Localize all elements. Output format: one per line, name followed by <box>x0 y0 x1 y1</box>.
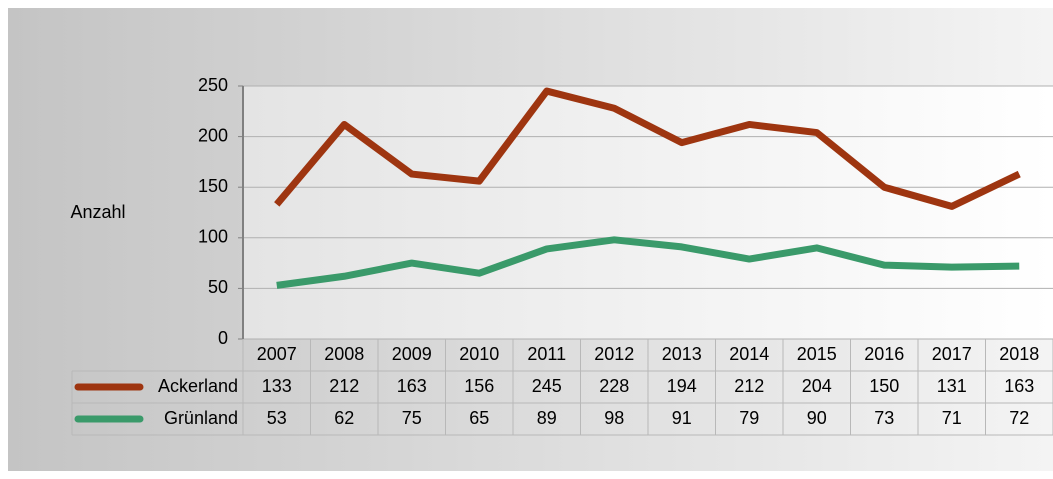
table-value: 91 <box>672 408 692 428</box>
table-value: 194 <box>667 376 697 396</box>
x-tick-label: 2013 <box>662 344 702 364</box>
legend-label: Ackerland <box>158 376 238 396</box>
table-value: 73 <box>874 408 894 428</box>
x-tick-label: 2017 <box>932 344 972 364</box>
table-value: 156 <box>464 376 494 396</box>
table-value: 163 <box>1004 376 1034 396</box>
x-tick-label: 2014 <box>729 344 769 364</box>
y-tick-label: 50 <box>208 277 228 297</box>
x-tick-label: 2011 <box>527 344 566 364</box>
x-tick-label: 2012 <box>594 344 634 364</box>
table-value: 71 <box>942 408 962 428</box>
table-value: 90 <box>807 408 827 428</box>
y-tick-label: 250 <box>198 75 228 95</box>
y-tick-label: 0 <box>218 328 228 348</box>
table-value: 150 <box>869 376 899 396</box>
x-tick-label: 2016 <box>864 344 904 364</box>
table-value: 72 <box>1009 408 1029 428</box>
y-tick-label: 150 <box>198 176 228 196</box>
y-tick-label: 200 <box>198 125 228 145</box>
table-value: 245 <box>532 376 562 396</box>
table-value: 204 <box>802 376 832 396</box>
x-tick-label: 2008 <box>324 344 364 364</box>
x-tick-label: 2015 <box>797 344 837 364</box>
table-value: 75 <box>402 408 422 428</box>
x-tick-label: 2007 <box>257 344 297 364</box>
series-line <box>276 236 1020 289</box>
legend-label: Grünland <box>164 408 238 428</box>
series-line <box>274 87 1021 210</box>
table-value: 212 <box>734 376 764 396</box>
x-tick-label: 2018 <box>999 344 1039 364</box>
table-value: 212 <box>329 376 359 396</box>
table-value: 65 <box>469 408 489 428</box>
table-value: 133 <box>262 376 292 396</box>
table-value: 228 <box>599 376 629 396</box>
table-value: 163 <box>397 376 427 396</box>
x-tick-label: 2009 <box>392 344 432 364</box>
table-value: 89 <box>537 408 557 428</box>
table-value: 79 <box>739 408 759 428</box>
y-axis-label: Anzahl <box>70 202 125 222</box>
y-tick-label: 100 <box>198 227 228 247</box>
table-value: 98 <box>604 408 624 428</box>
table-value: 53 <box>267 408 287 428</box>
table-value: 131 <box>937 376 967 396</box>
table-value: 62 <box>334 408 354 428</box>
x-tick-label: 2010 <box>459 344 499 364</box>
